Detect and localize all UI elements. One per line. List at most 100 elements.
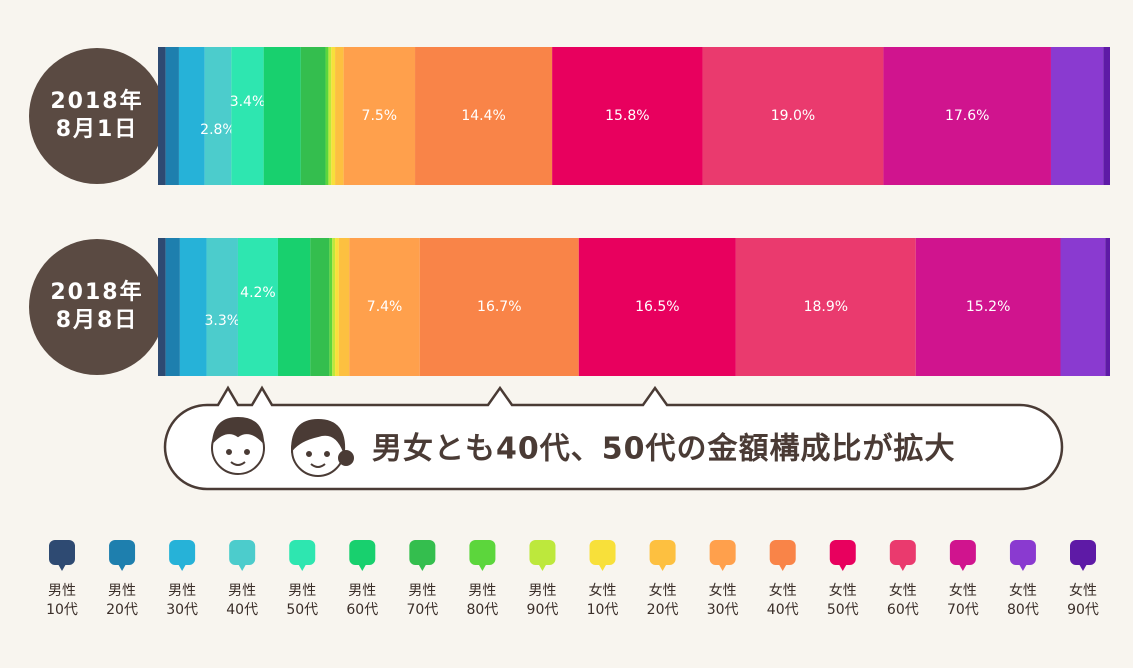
bar-segment: [278, 238, 310, 376]
legend-swatch-tip: [959, 564, 967, 571]
value-label: 18.9%: [804, 299, 848, 315]
legend-label: 男性: [468, 583, 496, 599]
bar-segment: [166, 238, 180, 376]
legend-swatch: [650, 540, 676, 565]
bar-segment: [301, 47, 326, 185]
legend-swatch: [49, 540, 75, 565]
bar-segment: [231, 47, 263, 185]
legend-label: 30代: [166, 602, 198, 618]
legend-swatch-tip: [779, 564, 787, 571]
legend-swatch: [229, 540, 255, 565]
value-label: 16.7%: [477, 299, 521, 315]
legend-label: 80代: [466, 602, 498, 618]
legend-swatch-tip: [839, 564, 847, 571]
legend-swatch-tip: [478, 564, 486, 571]
bar-segment: [326, 47, 329, 185]
legend-label: 男性: [408, 583, 436, 599]
legend-label: 女性: [829, 582, 857, 599]
legend-label: 女性: [649, 582, 677, 599]
legend-swatch: [890, 540, 916, 565]
legend-label: 女性: [1009, 582, 1037, 599]
bar-segment: [158, 47, 166, 185]
legend-label: 90代: [527, 602, 559, 618]
date-badge: [29, 48, 165, 184]
legend-label: 50代: [286, 602, 318, 618]
bar-segment: [332, 238, 335, 376]
value-label: 3.3%: [204, 313, 240, 329]
bar-segment: [1051, 47, 1103, 185]
value-label: 19.0%: [771, 108, 815, 124]
legend-swatch-tip: [899, 564, 907, 571]
legend-swatch: [770, 540, 796, 565]
value-label: 17.6%: [945, 108, 989, 124]
value-label: 3.4%: [230, 94, 266, 110]
face-icon: [212, 418, 264, 474]
legend-label: 女性: [709, 582, 737, 599]
bar-segment: [1060, 238, 1105, 376]
bar-segment: [158, 238, 166, 376]
bar-segment: [207, 238, 238, 376]
category-label: 2018年: [50, 279, 143, 305]
legend-swatch: [710, 540, 736, 565]
legend-label: 70代: [406, 602, 438, 618]
legend-label: 50代: [827, 602, 859, 618]
chart: 男女とも40代、50代の金額構成比が拡大 2018年8月1日2.8%3.4%7.…: [0, 0, 1133, 668]
legend-label: 男性: [108, 583, 136, 599]
legend-swatch: [529, 540, 555, 565]
legend-label: 女性: [889, 582, 917, 599]
legend-swatch: [830, 540, 856, 565]
legend-swatch-tip: [178, 564, 186, 571]
legend-swatch-tip: [58, 564, 66, 571]
legend-swatch: [1010, 540, 1036, 565]
legend-swatch: [469, 540, 495, 565]
legend-swatch: [289, 540, 315, 565]
bar-segment: [328, 47, 331, 185]
legend-label: 男性: [528, 583, 556, 599]
bar-segment: [329, 238, 332, 376]
bar-segment: [331, 47, 335, 185]
legend-swatch-tip: [298, 564, 306, 571]
bar-segment: [339, 238, 349, 376]
legend-label: 男性: [48, 583, 76, 599]
legend-label: 男性: [228, 583, 256, 599]
legend-label: 20代: [647, 602, 679, 618]
legend-swatch-tip: [599, 564, 607, 571]
value-label: 7.5%: [362, 108, 398, 124]
bar-segment: [179, 47, 205, 185]
legend-swatch: [1070, 540, 1096, 565]
legend-label: 20代: [106, 602, 138, 618]
legend-label: 40代: [767, 602, 799, 618]
category-label: 2018年: [50, 88, 143, 114]
legend-label: 男性: [288, 583, 316, 599]
legend-swatch-tip: [659, 564, 667, 571]
annotation: 男女とも40代、50代の金額構成比が拡大: [372, 432, 956, 467]
callout: 男女とも40代、50代の金額構成比が拡大: [165, 388, 1062, 489]
value-label: 4.2%: [240, 285, 276, 301]
legend-swatch: [169, 540, 195, 565]
value-label: 15.8%: [605, 108, 649, 124]
legend-swatch: [590, 540, 616, 565]
legend-label: 60代: [887, 602, 919, 618]
bar-segment: [335, 238, 339, 376]
date-badge: [29, 239, 165, 375]
legend-label: 女性: [589, 582, 617, 599]
legend-swatch: [950, 540, 976, 565]
category-label: 8月8日: [56, 308, 139, 333]
legend-swatch: [409, 540, 435, 565]
bar-segment: [1105, 238, 1110, 376]
bar-segment: [238, 238, 278, 376]
legend-label: 10代: [46, 602, 78, 618]
bar-segment: [310, 238, 329, 376]
legend-swatch: [349, 540, 375, 565]
value-label: 15.2%: [966, 299, 1010, 315]
value-label: 7.4%: [367, 299, 403, 315]
legend-label: 男性: [348, 583, 376, 599]
legend-label: 90代: [1067, 602, 1099, 618]
legend-swatch-tip: [1019, 564, 1027, 571]
legend-swatch-tip: [238, 564, 246, 571]
legend-label: 女性: [949, 582, 977, 599]
legend-label: 40代: [226, 602, 258, 618]
value-label: 16.5%: [635, 299, 679, 315]
value-label: 14.4%: [461, 108, 505, 124]
bar-segment: [335, 47, 344, 185]
